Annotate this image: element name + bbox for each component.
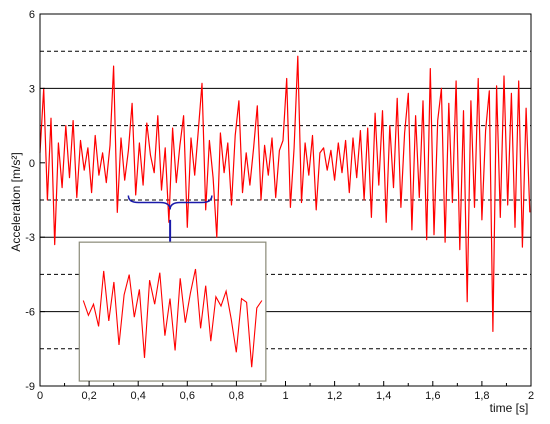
y-tick-label: 0 [29,158,35,170]
series-line [39,55,531,332]
x-axis-label: time [s] [490,401,529,415]
x-tick-label: 0,6 [180,390,195,402]
x-tick-label: 1,2 [327,390,342,402]
brace-annotation [127,195,213,210]
x-tick-label: 2 [528,390,534,402]
inset-series-line [82,268,263,368]
x-tick-label: 0,8 [229,390,244,402]
x-tick-label: 1,6 [425,390,440,402]
tick-group: 0 0,2 0,4 0,6 0,8 1 1,2 1,4 1,6 1,8 2 -9 -6 -3 0 3 6 [25,9,534,402]
x-tick-label: 0 [37,390,43,402]
x-tick-label: 1 [282,390,288,402]
y-tick-label: 6 [29,9,35,21]
inset-box [78,241,267,382]
y-tick-label: 3 [29,83,35,95]
y-tick-label: -9 [25,381,35,393]
y-axis-label: Acceleration [m/s²] [9,152,23,251]
annotation-group [78,195,267,382]
series-group [39,55,531,332]
x-tick-label: 1,4 [376,390,391,402]
y-tick-label: -6 [25,307,35,319]
y-tick-label: -3 [25,232,35,244]
x-tick-label: 1,8 [474,390,489,402]
x-tick-label: 0,2 [81,390,96,402]
x-tick-label: 0,4 [131,390,146,402]
